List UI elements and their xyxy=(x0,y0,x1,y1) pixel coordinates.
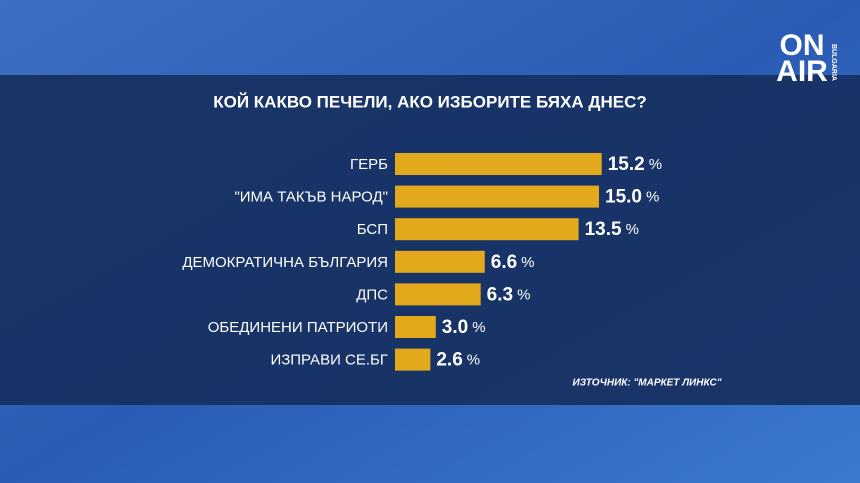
value-label: 3.0 xyxy=(442,317,468,338)
unit-label: % xyxy=(626,221,639,238)
category-label: ИЗПРАВИ СЕ.БГ xyxy=(270,352,388,369)
value-label: 6.3 xyxy=(487,284,513,305)
value-label: 15.2 xyxy=(608,154,645,175)
logo-on: ON xyxy=(780,29,825,62)
category-label: "ИМА ТАКЪВ НАРОД" xyxy=(234,189,388,206)
bar xyxy=(395,185,599,208)
category-label: БСП xyxy=(357,221,388,238)
unit-label: % xyxy=(472,319,485,336)
logo-air: AIR xyxy=(776,55,828,88)
chart-title: КОЙ КАКВО ПЕЧЕЛИ, АКО ИЗБОРИТЕ БЯХА ДНЕС… xyxy=(213,92,646,111)
unit-label: % xyxy=(646,189,659,206)
value-label: 6.6 xyxy=(491,252,517,273)
bar xyxy=(395,218,579,241)
value-label: 13.5 xyxy=(585,219,622,240)
unit-label: % xyxy=(521,254,534,271)
unit-label: % xyxy=(517,286,530,303)
value-label: 15.0 xyxy=(605,187,642,208)
value-label: 2.6 xyxy=(436,350,462,371)
category-label: ДПС xyxy=(356,286,388,303)
category-label: ДЕМОКРАТИЧНА БЪЛГАРИЯ xyxy=(182,254,388,271)
unit-label: % xyxy=(649,156,662,173)
bar xyxy=(395,153,602,175)
unit-label: % xyxy=(467,352,480,369)
logo-sub: BULGARIA xyxy=(830,44,837,81)
category-label: ОБЕДИНЕНИ ПАТРИОТИ xyxy=(208,319,388,336)
bar xyxy=(395,316,436,338)
bar xyxy=(395,250,485,273)
category-label: ГЕРБ xyxy=(350,156,388,173)
bar xyxy=(395,283,481,306)
source: ИЗТОЧНИК: "МАРКЕТ ЛИНКС" xyxy=(573,378,722,389)
bar xyxy=(395,348,431,371)
